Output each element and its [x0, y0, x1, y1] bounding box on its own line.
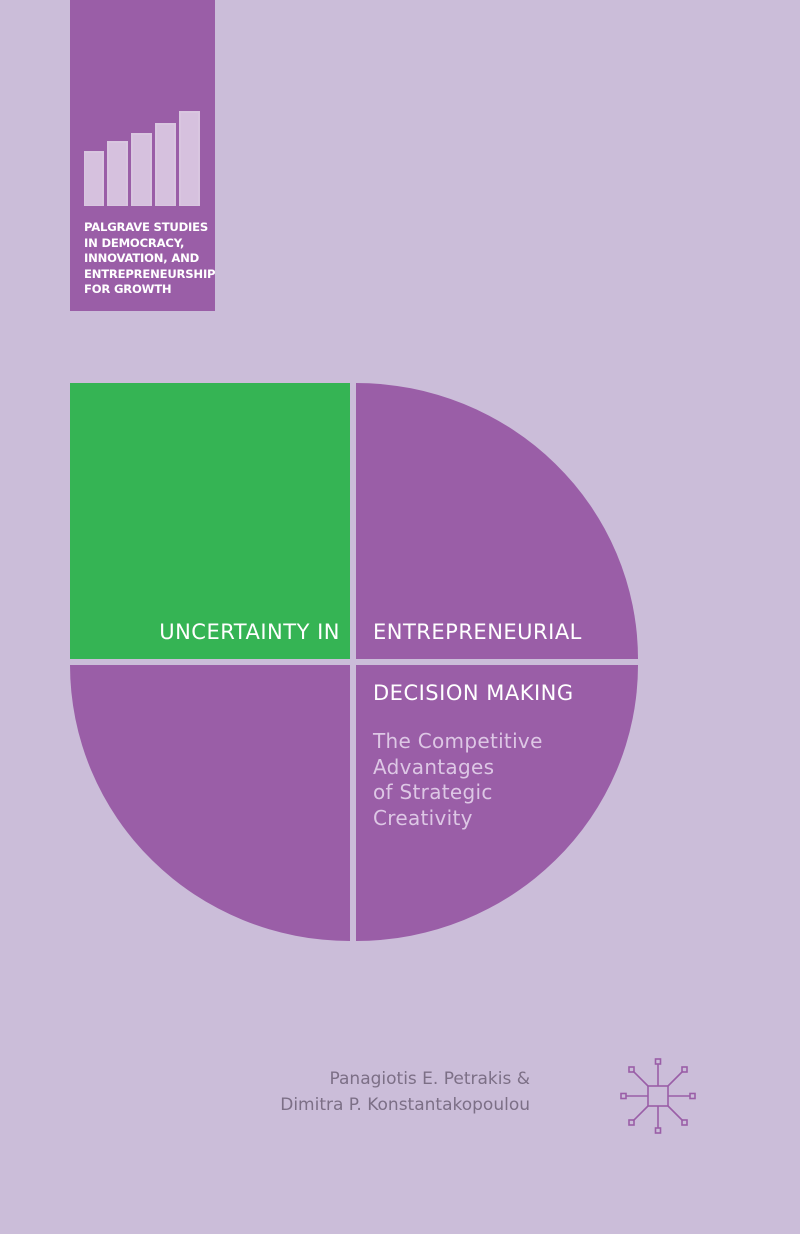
purple-quarter-top-right — [356, 383, 638, 659]
series-line: PALGRAVE STUDIES — [84, 220, 209, 234]
series-line: FOR GROWTH — [84, 282, 172, 297]
subtitle: The Competitive Advantages of Strategic … — [373, 729, 613, 831]
subtitle-line: Creativity — [373, 805, 473, 830]
subtitle-line: The Competitive — [373, 729, 543, 753]
title-right-line2: DECISION MAKING — [373, 681, 574, 705]
authors: Panagiotis E. Petrakis & Dimitra P. Kons… — [230, 1066, 530, 1118]
series-line: IN DEMOCRACY, — [84, 235, 185, 250]
rising-bars-icon — [84, 111, 200, 206]
green-square — [70, 383, 350, 659]
title-left: UNCERTAINTY IN — [159, 620, 340, 644]
purple-quarter-bottom-right — [356, 665, 638, 941]
author-line: Dimitra P. Konstantakopoulou — [280, 1095, 530, 1115]
subtitle-line: of Strategic — [373, 780, 493, 804]
purple-quarter-bottom-left — [70, 665, 350, 941]
title-right-line1: ENTREPRENEURIAL — [373, 620, 582, 644]
author-line: Panagiotis E. Petrakis & — [329, 1069, 530, 1089]
series-line: INNOVATION, AND — [84, 251, 200, 266]
subtitle-line: Advantages — [373, 754, 495, 779]
series-name: PALGRAVE STUDIES IN DEMOCRACY, INNOVATIO… — [84, 220, 216, 298]
palgrave-macmillan-logo-icon — [620, 1058, 696, 1134]
series-box: PALGRAVE STUDIES IN DEMOCRACY, INNOVATIO… — [70, 0, 216, 311]
series-line: ENTREPRENEURSHIP — [84, 266, 216, 281]
